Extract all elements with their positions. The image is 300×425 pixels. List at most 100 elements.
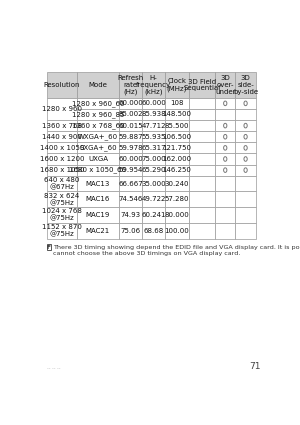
Text: 60.000: 60.000 [118,100,143,106]
Bar [165,109,189,120]
Bar [189,164,215,176]
Bar [47,131,77,142]
Text: Clock
(MHz): Clock (MHz) [167,78,187,92]
Bar [77,223,119,238]
Text: 59.887: 59.887 [118,134,143,140]
Bar [119,120,142,131]
Bar [189,72,215,98]
Text: 71: 71 [249,362,261,371]
Bar [119,72,142,98]
Text: 65.290: 65.290 [142,167,166,173]
Bar [77,164,119,176]
Bar [77,120,119,131]
Text: 1680 x 1050_60: 1680 x 1050_60 [70,167,127,173]
Bar [47,153,77,164]
Bar [142,131,165,142]
Text: 1600 x 1200: 1600 x 1200 [40,156,84,162]
Bar [189,207,215,223]
Bar [142,153,165,164]
Text: 640 x 480
@67Hz: 640 x 480 @67Hz [44,177,80,190]
Text: 1680 x 1050: 1680 x 1050 [40,167,84,173]
Bar [235,109,256,120]
Bar [165,98,189,109]
Bar [165,176,189,191]
Bar [215,120,235,131]
Bar [47,142,77,153]
Text: 85.938: 85.938 [141,111,166,117]
Text: 59.954: 59.954 [118,167,143,173]
Bar [189,142,215,153]
Bar [142,72,165,98]
Bar [215,164,235,176]
Text: 74.93: 74.93 [120,212,141,218]
Bar [47,98,77,120]
Text: 49.722: 49.722 [142,196,166,202]
Bar [235,191,256,207]
Bar [77,98,119,109]
Bar [142,207,165,223]
Text: UXGA: UXGA [88,156,108,162]
Bar [119,164,142,176]
Bar [77,142,119,153]
Bar [215,131,235,142]
Bar [47,176,77,191]
Text: 30.240: 30.240 [165,181,189,187]
Bar [142,164,165,176]
Text: 1440 x 900: 1440 x 900 [42,134,82,140]
Text: 3D
over-
under: 3D over- under [215,75,236,95]
Bar [215,153,235,164]
Bar [215,223,235,238]
Bar [47,120,77,131]
Text: 146.250: 146.250 [163,167,191,173]
Text: MAC13: MAC13 [86,181,110,187]
Bar [235,176,256,191]
Text: 1280 x 960: 1280 x 960 [42,106,82,112]
Text: 47.712: 47.712 [142,123,166,129]
Text: -- -- --: -- -- -- [47,366,60,371]
Text: 1280 x 960_85: 1280 x 960_85 [72,111,124,118]
Bar [119,176,142,191]
Bar [165,223,189,238]
Bar [235,72,256,98]
Text: 3D Field
Sequential: 3D Field Sequential [183,79,220,91]
Bar [189,153,215,164]
Text: 80.000: 80.000 [165,212,189,218]
Text: 106.500: 106.500 [162,134,192,140]
Bar [165,120,189,131]
Text: 162.000: 162.000 [162,156,192,162]
Text: F: F [47,245,51,250]
Text: 74.546: 74.546 [118,196,143,202]
Bar [235,142,256,153]
Bar [215,98,235,109]
Text: WXGA+_60: WXGA+_60 [78,133,118,140]
Bar [77,153,119,164]
Bar [165,72,189,98]
Bar [215,207,235,223]
Text: 108: 108 [170,100,184,106]
Text: 60.000: 60.000 [141,100,166,106]
Bar [119,191,142,207]
Bar [165,191,189,207]
Bar [189,131,215,142]
Text: 66.667: 66.667 [118,181,143,187]
Text: 85.002: 85.002 [118,111,143,117]
Bar [165,164,189,176]
Bar [165,153,189,164]
Bar [77,109,119,120]
Text: 1152 x 870
@75Hz: 1152 x 870 @75Hz [42,224,82,237]
Text: 148.500: 148.500 [163,111,191,117]
Bar [235,120,256,131]
Text: 59.978: 59.978 [118,145,143,151]
Bar [215,191,235,207]
Text: 1400 x 1050: 1400 x 1050 [40,145,84,151]
Bar [142,191,165,207]
Bar [119,153,142,164]
Bar [119,207,142,223]
Text: 3D
side-
by-side: 3D side- by-side [233,75,258,95]
Bar [165,131,189,142]
Text: Mode: Mode [88,82,107,88]
Bar [235,131,256,142]
Text: 65.317: 65.317 [141,145,166,151]
Text: Resolution: Resolution [44,82,80,88]
Text: H-
frequency
(kHz): H- frequency (kHz) [136,75,171,95]
